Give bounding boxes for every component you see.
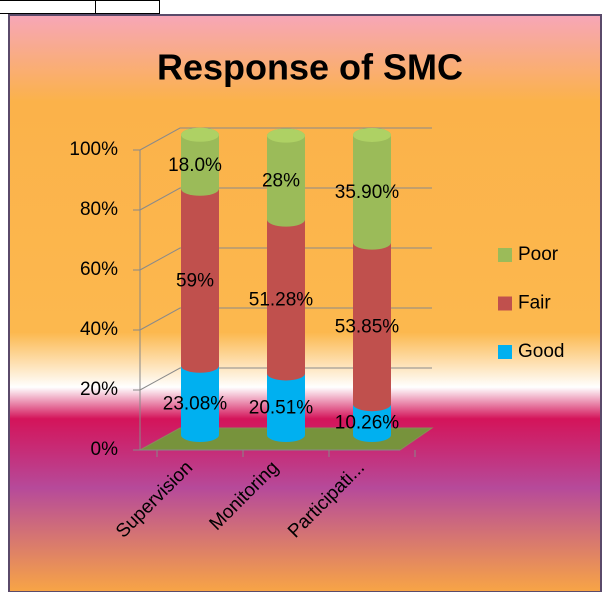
y-tick-label: 20% [80, 379, 118, 400]
grid-line [139, 307, 432, 331]
legend-swatch [498, 248, 512, 262]
grid-line [139, 367, 432, 391]
chart-title: Response of SMC [157, 47, 463, 88]
data-label: 23.08% [163, 393, 228, 414]
cylinder-cap [181, 127, 219, 142]
grid-line [139, 127, 432, 151]
legend-swatch [498, 296, 512, 311]
cylinder-cap [267, 128, 305, 143]
legend-label: Poor [518, 244, 559, 265]
y-tick-label: 40% [80, 319, 118, 340]
data-label: 18.0% [168, 155, 222, 176]
y-tick-label: 60% [80, 259, 118, 280]
cylinder-segment [181, 127, 219, 196]
data-label: 10.26% [335, 413, 400, 434]
cylinder-segment [267, 212, 305, 381]
cylinder-cap [353, 127, 391, 142]
y-tick-label: 100% [69, 139, 118, 160]
grid-line [139, 187, 432, 211]
data-label: 20.51% [249, 397, 314, 418]
data-label: 59% [176, 270, 214, 291]
cylinder-segment [181, 181, 219, 373]
cylinder-segment [267, 366, 305, 442]
cylinder-segment [353, 127, 391, 250]
data-label: 35.90% [335, 182, 400, 203]
legend-label: Good [518, 341, 564, 362]
legend-swatch [498, 345, 512, 359]
cylinder-segment [353, 235, 391, 412]
grid-line [139, 247, 432, 271]
data-label: 28% [262, 171, 300, 192]
legend-label: Fair [518, 293, 551, 314]
y-tick-label: 0% [91, 439, 119, 460]
table-fragment [0, 0, 160, 14]
data-label: 53.85% [335, 316, 400, 337]
cylinder-segment [267, 128, 305, 227]
y-tick-label: 80% [80, 199, 118, 220]
cylinder-segment [181, 358, 219, 442]
data-label: 51.28% [249, 290, 314, 311]
